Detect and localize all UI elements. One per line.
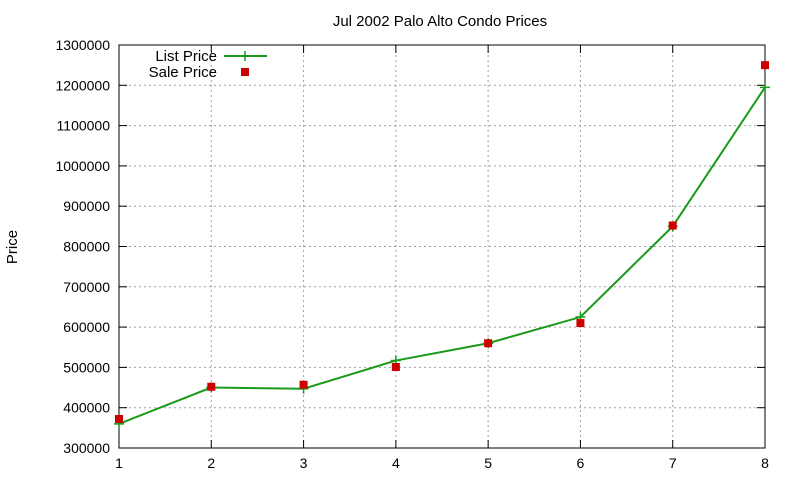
plot-frame xyxy=(118,44,766,449)
y-tick-label: 800000 xyxy=(63,239,110,255)
x-tick-label: 1 xyxy=(115,455,123,471)
legend-label: Sale Price xyxy=(149,64,217,81)
axis-ticks: 300000 400000 500000 600000 700000 800000 9000… xyxy=(55,37,769,471)
y-tick-label: 600000 xyxy=(63,319,110,335)
series-0 xyxy=(114,82,770,429)
y-tick-label: 1100000 xyxy=(57,118,111,134)
chart-title: Jul 2002 Palo Alto Condo Prices xyxy=(333,13,547,30)
data-point xyxy=(761,61,769,70)
y-tick-label: 1200000 xyxy=(55,77,110,93)
data-point xyxy=(391,362,400,371)
x-tick-label: 5 xyxy=(484,455,492,471)
data-point xyxy=(484,339,493,348)
y-axis-label: Price xyxy=(4,230,21,264)
legend-marker xyxy=(241,68,249,76)
x-tick-label: 6 xyxy=(577,455,585,471)
y-tick-label: 1300000 xyxy=(55,37,110,53)
data-point xyxy=(115,414,123,423)
y-tick-label: 700000 xyxy=(63,279,110,295)
x-tick-label: 3 xyxy=(300,455,308,471)
legend-marker xyxy=(240,51,250,61)
x-tick-label: 8 xyxy=(761,455,769,471)
x-tick-label: 2 xyxy=(207,455,215,471)
y-tick-label: 300000 xyxy=(63,440,110,456)
y-tick-label: 400000 xyxy=(63,400,110,416)
y-tick-label: 1000000 xyxy=(55,158,110,174)
x-tick-label: 4 xyxy=(392,455,400,471)
series xyxy=(114,61,770,429)
legend-entry: Sale Price xyxy=(149,64,249,81)
x-tick-label: 7 xyxy=(669,455,677,471)
data-point xyxy=(207,382,216,391)
data-point xyxy=(576,319,585,328)
series-line xyxy=(118,86,766,425)
legend-label: List Price xyxy=(155,48,217,65)
data-point xyxy=(760,82,770,93)
y-tick-label: 900000 xyxy=(63,198,110,214)
data-point xyxy=(299,380,308,389)
data-point xyxy=(668,221,677,230)
y-tick-label: 500000 xyxy=(63,359,110,375)
series-1 xyxy=(115,61,769,423)
legend-entry: List Price xyxy=(155,48,267,65)
